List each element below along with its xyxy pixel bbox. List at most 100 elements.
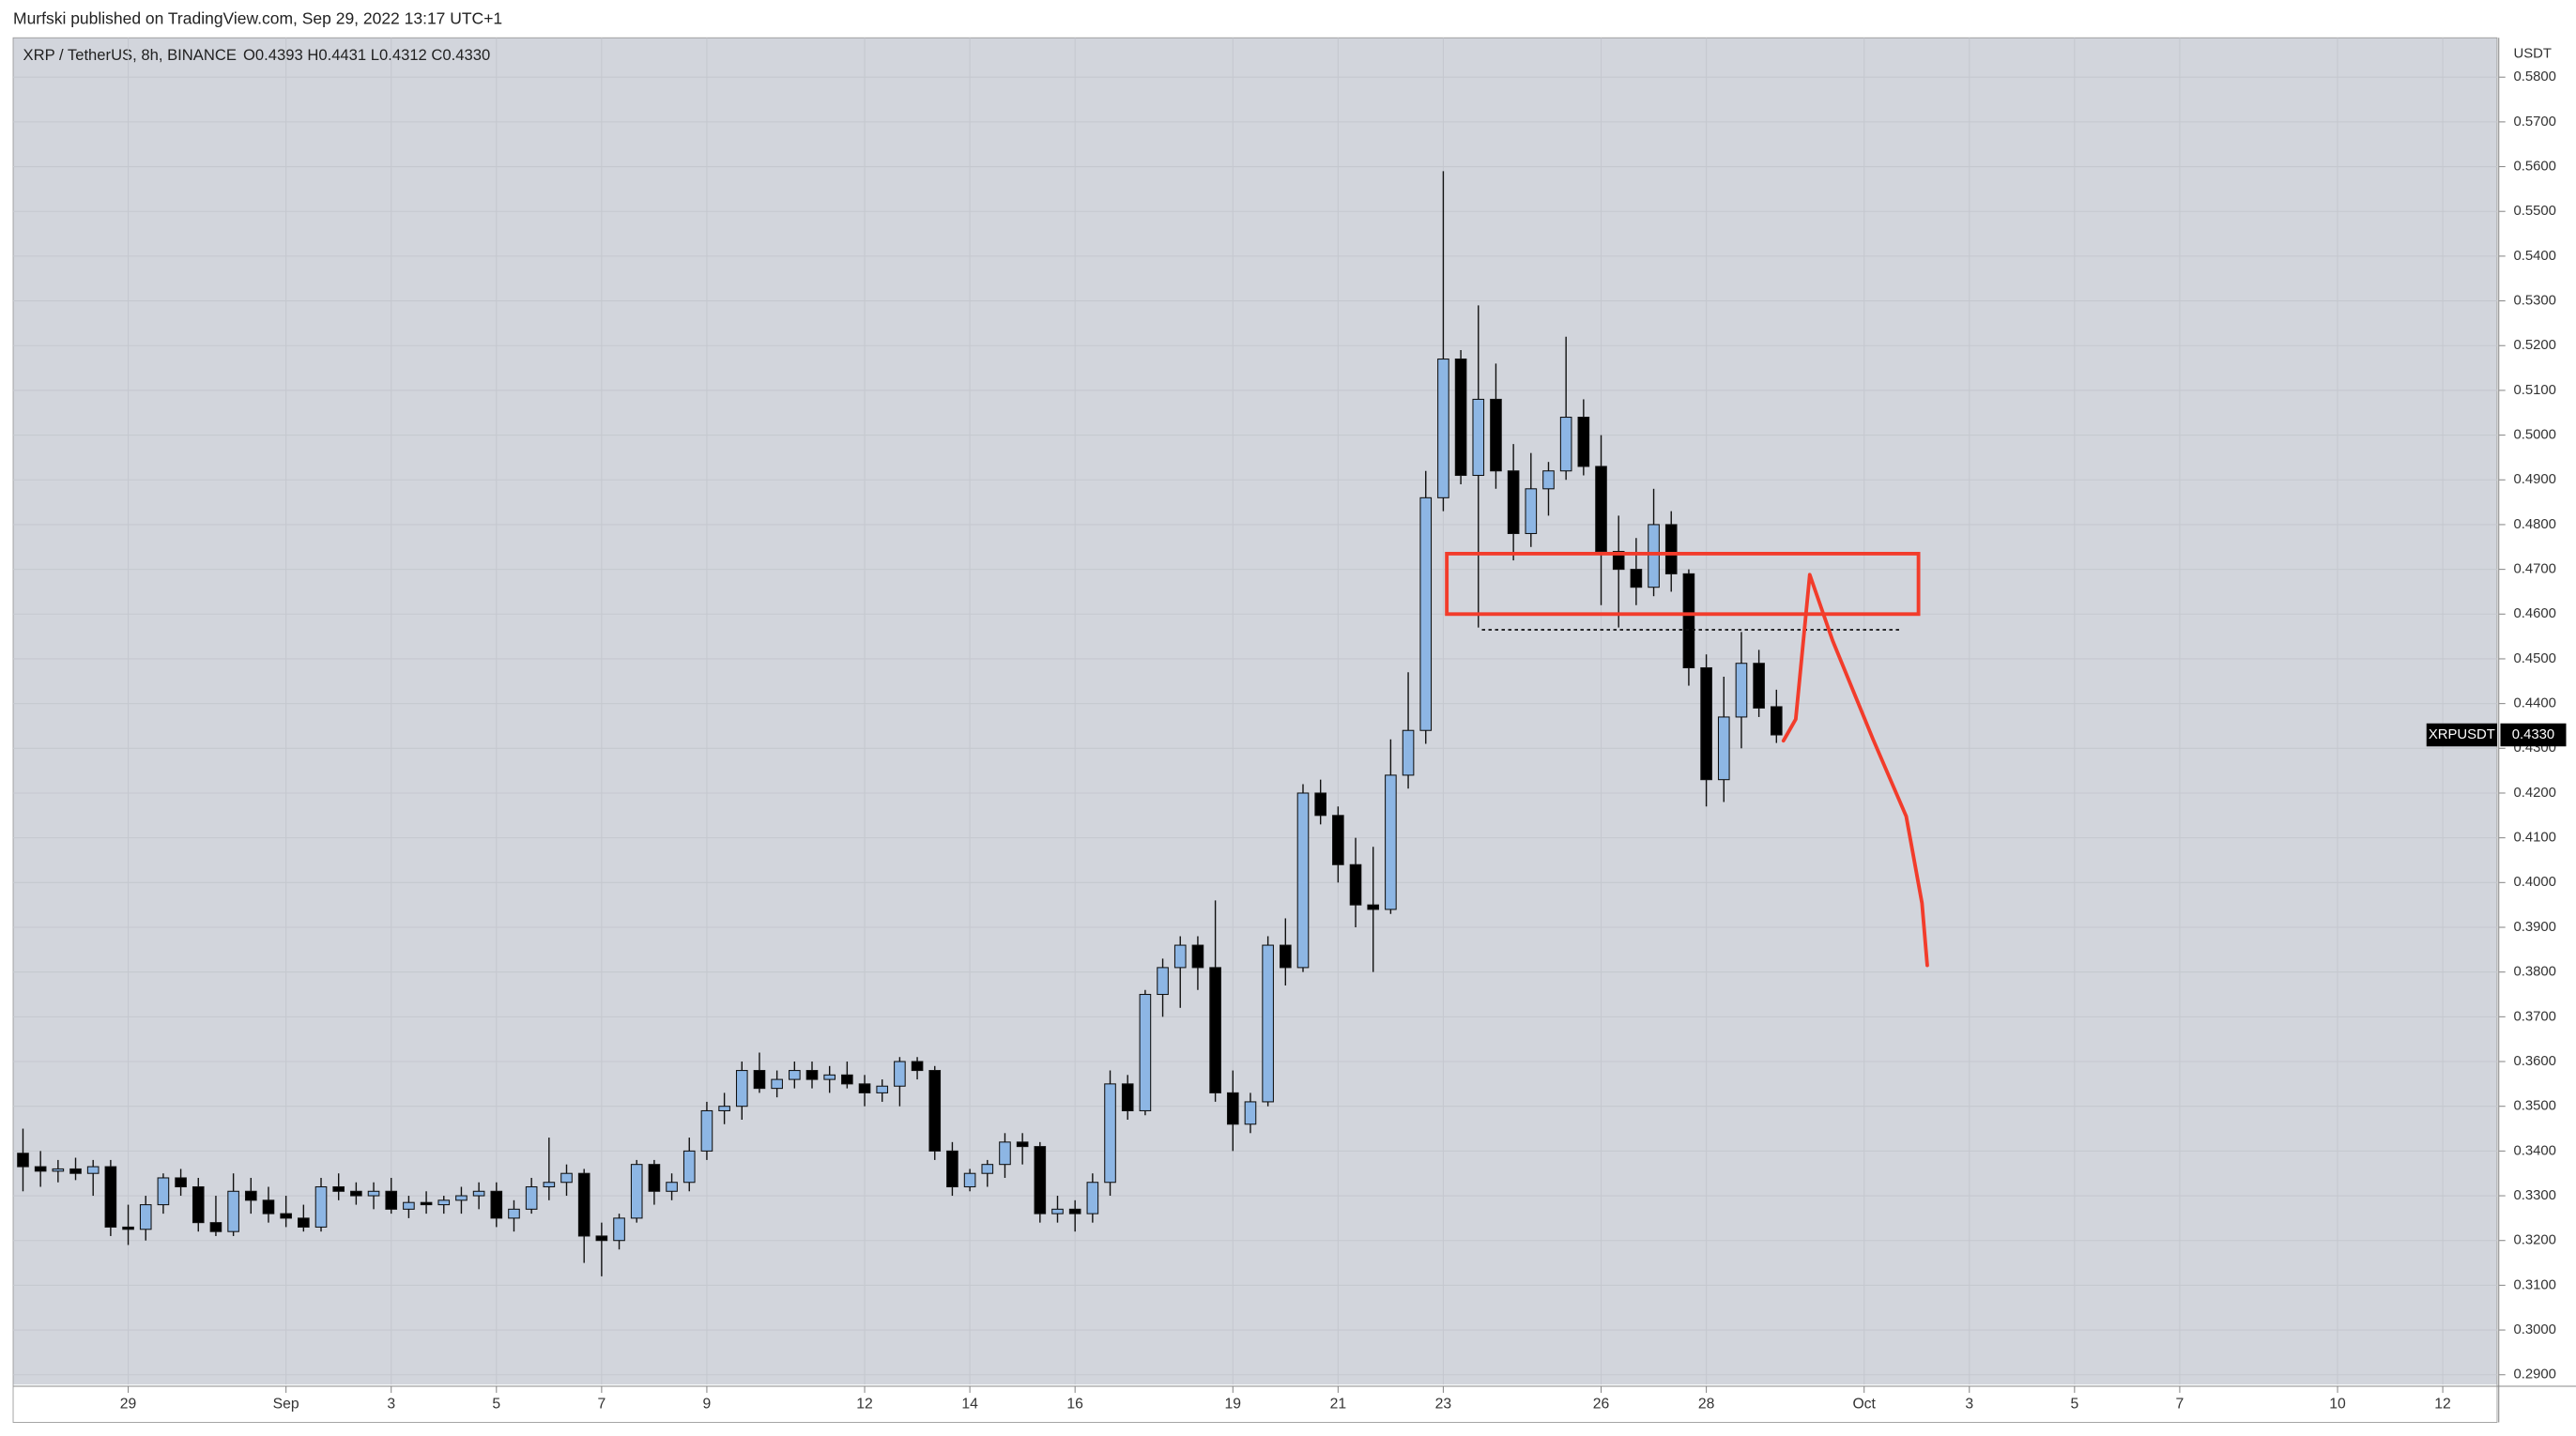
candle-body <box>17 1153 29 1168</box>
candle-body <box>367 1190 380 1197</box>
candle-body <box>1717 716 1730 781</box>
candle-body <box>1664 524 1678 574</box>
candle-body <box>244 1190 257 1201</box>
x-tick-label: Sep <box>273 1396 299 1412</box>
candle-body <box>753 1070 766 1090</box>
candle-body <box>560 1172 573 1184</box>
candle-body <box>1332 815 1344 865</box>
candle-body <box>1559 416 1572 472</box>
y-tick-label: 0.2900 <box>2513 1367 2555 1383</box>
candle-body <box>1367 904 1380 910</box>
candle-body <box>1753 663 1765 709</box>
candle-body <box>946 1150 958 1188</box>
x-tick-label: 23 <box>1435 1396 1452 1412</box>
candle-body <box>543 1182 556 1188</box>
y-tick-label: 0.3700 <box>2513 1009 2555 1024</box>
candle-body <box>841 1074 853 1085</box>
candle-body <box>437 1199 451 1206</box>
candle-body <box>789 1070 801 1080</box>
y-tick-label: 0.3900 <box>2513 920 2555 935</box>
candle-body <box>455 1195 468 1201</box>
y-tick-label: 0.3000 <box>2513 1322 2555 1337</box>
y-tick-label: 0.4600 <box>2513 606 2555 621</box>
last-price-label: 0.4330 <box>2512 727 2554 742</box>
y-tick-label: 0.3200 <box>2513 1233 2555 1248</box>
candle-body <box>630 1164 643 1219</box>
candle-body <box>1086 1182 1099 1214</box>
x-tick-label: 3 <box>387 1396 395 1412</box>
candle-body <box>735 1070 748 1108</box>
x-tick-label: 12 <box>2434 1396 2451 1412</box>
candle-body <box>280 1213 292 1219</box>
y-tick-label: 0.3400 <box>2513 1143 2555 1158</box>
ohlc-line: O0.4393 H0.4431 L0.4312 C0.4330 <box>243 46 490 64</box>
candle-body <box>911 1061 924 1072</box>
candle-body <box>86 1166 100 1174</box>
last-price-name: XRPUSDT <box>2429 727 2495 742</box>
y-tick-label: 0.3800 <box>2513 965 2555 980</box>
x-tick-label: 26 <box>1593 1396 1610 1412</box>
y-axis-label: USDT <box>2513 47 2551 62</box>
candle-body <box>1314 792 1326 817</box>
candle-body <box>1682 573 1695 669</box>
candle-body <box>1139 993 1152 1111</box>
candle-body <box>490 1190 503 1219</box>
candle-body <box>894 1061 906 1087</box>
candle-body <box>1209 967 1221 1093</box>
symbol-line: XRP / TetherUS, 8h, BINANCE <box>23 46 237 64</box>
y-tick-label: 0.5300 <box>2513 293 2555 308</box>
y-tick-label: 0.4400 <box>2513 696 2555 711</box>
candle-body <box>1226 1092 1239 1125</box>
x-tick-label: 10 <box>2329 1396 2346 1412</box>
candle-body <box>805 1070 819 1080</box>
candle-body <box>648 1164 661 1192</box>
candle-body <box>227 1190 239 1232</box>
candle-body <box>385 1190 398 1210</box>
candle-body <box>613 1217 625 1242</box>
candle-body <box>1262 944 1274 1103</box>
candle-body <box>1507 470 1520 534</box>
zone-box <box>1445 552 1921 617</box>
candle-body <box>1419 496 1433 731</box>
x-tick-label: 7 <box>2176 1396 2185 1412</box>
candle-body <box>1191 944 1204 969</box>
candle-body <box>1121 1083 1134 1111</box>
candle-body <box>981 1164 994 1174</box>
x-tick-label: 21 <box>1330 1396 1347 1412</box>
candle-body <box>1437 359 1449 498</box>
x-tick-label: 12 <box>856 1396 873 1412</box>
candle-body <box>1595 466 1607 553</box>
x-tick-label: 3 <box>1965 1396 1973 1412</box>
candle-body <box>52 1168 65 1172</box>
candle-body <box>666 1182 678 1192</box>
plot-area <box>13 38 2497 1385</box>
candle-body <box>1490 398 1502 472</box>
x-tick-label: 19 <box>1225 1396 1242 1412</box>
y-tick-label: 0.3600 <box>2513 1054 2555 1069</box>
x-tick-label: 14 <box>961 1396 978 1412</box>
candle-body <box>209 1222 222 1232</box>
x-tick-label: 29 <box>120 1396 137 1412</box>
candle-body <box>1349 863 1362 906</box>
y-tick-label: 0.4900 <box>2513 472 2555 487</box>
y-tick-label: 0.5000 <box>2513 428 2555 443</box>
candle-body <box>1612 551 1625 571</box>
y-tick-label: 0.3500 <box>2513 1099 2555 1114</box>
y-tick-label: 0.4500 <box>2513 651 2555 666</box>
y-tick-label: 0.5400 <box>2513 249 2555 264</box>
candle-body <box>963 1172 976 1188</box>
candle-body <box>69 1168 82 1174</box>
candle-body <box>1104 1083 1116 1184</box>
candle-body <box>700 1109 713 1152</box>
y-tick-label: 0.5200 <box>2513 338 2555 353</box>
candle-body <box>420 1201 433 1206</box>
y-tick-label: 0.5100 <box>2513 383 2555 398</box>
last-price-box <box>2500 723 2567 747</box>
candle-body <box>1385 774 1397 910</box>
candle-body <box>1173 944 1187 969</box>
candle-body <box>771 1078 783 1090</box>
y-tick-label: 0.5700 <box>2513 115 2555 130</box>
candle-body <box>175 1177 187 1188</box>
candle-body <box>1735 663 1748 718</box>
